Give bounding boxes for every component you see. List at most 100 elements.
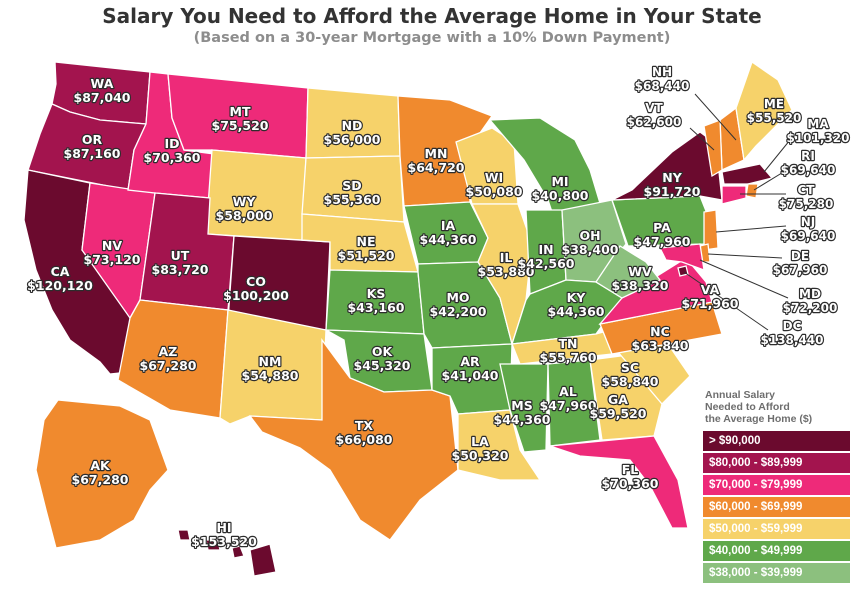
state-value: $55,360: [324, 192, 381, 207]
state-abbr: WY: [233, 194, 257, 209]
state-value: $83,720: [152, 262, 209, 277]
state-abbr: VA: [701, 282, 720, 297]
state-abbr: WV: [628, 264, 652, 279]
state-label-az: AZ $67,280: [140, 344, 197, 373]
state-value: $91,720: [644, 184, 701, 199]
state-abbr: NE: [356, 234, 375, 249]
map-title: Salary You Need to Afford the Average Ho…: [102, 4, 762, 28]
map-subtitle: (Based on a 30-year Mortgage with a 10% …: [193, 30, 671, 46]
state-label-ne: NE $51,520: [338, 234, 395, 263]
state-value: $38,400: [562, 242, 619, 257]
state-label-tx: TX $66,080: [336, 418, 393, 447]
state-vt: [703, 119, 723, 178]
state-abbr: IL: [500, 250, 513, 265]
state-abbr: KS: [367, 286, 386, 301]
state-value: $100,200: [223, 288, 289, 303]
state-ak: [35, 399, 169, 549]
legend-bin: $80,000 - $89,999: [703, 453, 850, 473]
state-value: $70,360: [602, 476, 659, 491]
state-label-ks: KS $43,160: [348, 286, 405, 315]
state-ma: [721, 163, 774, 185]
state-value: $58,000: [216, 208, 273, 223]
state-label-or: OR $87,160: [64, 132, 121, 161]
state-value: $138,440: [760, 333, 823, 347]
state-label-mo: MO $42,200: [430, 290, 487, 319]
state-abbr: AL: [559, 384, 577, 399]
state-value: $56,000: [324, 132, 381, 147]
legend-bin: $40,000 - $49,999: [703, 541, 850, 561]
state-value: $70,360: [144, 150, 201, 165]
state-abbr: IA: [441, 218, 456, 233]
state-wi: [455, 127, 519, 205]
state-dc: [677, 265, 689, 277]
state-value: $42,200: [430, 304, 487, 319]
state-label-ak: AK $67,280: [72, 458, 129, 487]
state-value: $38,320: [612, 278, 669, 293]
state-ct: [721, 185, 747, 205]
state-abbr: KY: [567, 290, 587, 305]
state-label-nm: NM $54,880: [242, 354, 299, 383]
state-label-de: DE $67,960: [773, 249, 828, 277]
state-value: $67,960: [773, 263, 828, 277]
leader-line-ma: [763, 139, 791, 173]
state-abbr: MO: [446, 290, 469, 305]
leader-line-dc: [683, 271, 769, 331]
state-abbr: AK: [90, 458, 111, 473]
state-label-oh: OH $38,400: [562, 228, 619, 257]
state-label-sc: SC $58,840: [602, 360, 659, 389]
state-label-va: VA $71,960: [682, 282, 739, 311]
leader-lines: [683, 93, 791, 331]
state-wv: [595, 245, 662, 299]
state-abbr: NH: [652, 65, 672, 79]
state-label-la: LA $50,320: [452, 434, 509, 463]
state-abbr: CO: [246, 274, 266, 289]
state-value: $67,280: [140, 358, 197, 373]
state-value: $42,560: [518, 256, 575, 271]
state-abbr: ND: [342, 118, 363, 133]
state-label-nd: ND $56,000: [324, 118, 381, 147]
state-value: $63,840: [632, 338, 689, 353]
state-abbr: SC: [621, 360, 639, 375]
state-label-co: CO $100,200: [223, 274, 289, 303]
state-label-ct: CT $75,280: [779, 183, 834, 211]
state-abbr: ME: [764, 97, 784, 111]
state-abbr: PA: [653, 220, 671, 235]
state-value: $75,520: [212, 118, 269, 133]
leader-line-vt: [689, 127, 715, 151]
leader-line-nj: [715, 225, 787, 233]
state-label-ny: NY $91,720: [644, 170, 701, 199]
state-ky: [511, 279, 623, 345]
state-value: $69,640: [781, 229, 836, 243]
state-fl: [549, 435, 689, 529]
leader-line-de: [707, 253, 783, 259]
state-abbr: SD: [342, 178, 361, 193]
state-abbr: LA: [471, 434, 489, 449]
state-label-ms: MS $44,360: [494, 398, 551, 427]
state-label-ma: MA $101,320: [786, 117, 849, 145]
state-value: $51,520: [338, 248, 395, 263]
state-abbr: MI: [551, 174, 568, 189]
state-abbr: MN: [425, 146, 448, 161]
state-abbr: OK: [372, 344, 394, 359]
state-value: $75,280: [779, 197, 834, 211]
state-abbr: DC: [783, 319, 802, 333]
state-label-wa: WA $87,040: [74, 76, 131, 105]
state-value: $69,640: [781, 163, 836, 177]
state-value: $59,520: [590, 406, 647, 421]
state-abbr: WA: [91, 76, 114, 91]
state-al: [547, 359, 601, 447]
state-abbr: MA: [807, 117, 829, 131]
legend-bin: $38,000 - $39,999: [703, 563, 850, 583]
state-value: $153,520: [191, 534, 257, 549]
state-value: $73,120: [84, 252, 141, 267]
state-abbr: VT: [645, 101, 663, 115]
state-label-nc: NC $63,840: [632, 324, 689, 353]
state-wy: [205, 149, 307, 241]
leader-line-ri: [753, 167, 791, 191]
state-label-ri: RI $69,640: [781, 149, 836, 177]
state-tx: [248, 338, 459, 541]
state-label-il: IL $53,880: [478, 250, 535, 279]
state-label-fl: FL $70,360: [602, 462, 659, 491]
state-abbr: RI: [801, 149, 815, 163]
state-abbr: TX: [355, 418, 374, 433]
